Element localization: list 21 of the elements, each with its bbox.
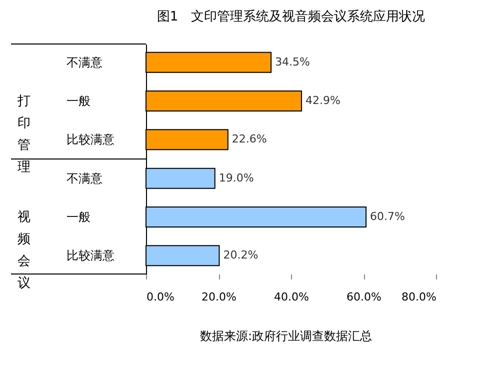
y-tick-label: 比较满意 [66,132,114,147]
text: 视频会议 [18,210,30,291]
data-label: 22.6% [232,132,267,146]
y-tick-label: 不满意 [66,55,102,70]
y-tick-label: 不满意 [66,171,102,186]
data-label: 19.0% [218,171,254,184]
x-tick-label: 40.0% [274,290,309,304]
text: 打印管理 [16,94,30,176]
x-tick-label: 0.0% [146,290,174,304]
data-label: 34.5% [275,55,310,68]
data-label: 20.2% [223,248,258,262]
data-label: 60.7% [370,210,405,223]
x-tick-label: 20.0% [202,290,236,304]
chart-title: 图1 文印管理系统及视音频会议系统应用状况 [156,8,426,24]
y-tick-label: 一般 [66,94,90,108]
y-tick-label: 一般 [66,210,90,224]
x-tick-label: 60.0% [346,290,382,304]
source-note: 数据来源:政府行业调查数据汇总 [200,329,372,343]
data-label: 42.9% [306,94,340,108]
x-tick-label: 80.0% [402,290,436,304]
y-tick-label: 比较满意 [66,248,114,263]
